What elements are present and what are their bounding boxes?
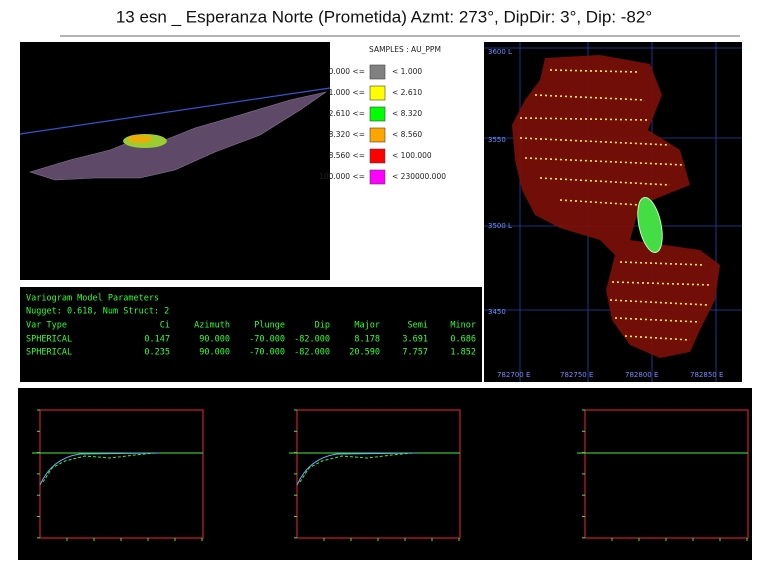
model-curve [296,452,418,486]
table-cell: 7.757 [402,348,428,358]
legend-swatch [369,169,386,185]
parameter-table: Variogram Model Parameters Nugget: 0.618… [20,287,482,382]
table-cell: 3.691 [402,335,428,345]
table-cell: Minor [450,321,476,331]
northing-label: 3500 L [488,222,512,230]
table-cell: Var Type [26,321,67,331]
table-cell: 20.590 [349,348,380,358]
easting-label: 782800 E [625,371,658,379]
table-cell: Azimuth [194,321,230,331]
search-ellipse [637,197,663,253]
easting-label: 782750 E [560,371,593,379]
legend-lower: 8.560 <= [329,151,365,160]
table-cell: 90.000 [199,348,230,358]
legend-swatch [369,64,386,80]
northing-label: 3600 L [488,48,512,56]
table-cell: SPHERICAL [26,348,72,358]
legend-lower: 0.000 <= [329,67,365,76]
easting-label: 782700 E [497,371,530,379]
table-subtitle: Nugget: 0.618, Num Struct: 2 [26,307,169,317]
section-view [19,42,331,280]
legend-lower: 2.610 <= [329,109,365,118]
variogram-plots [18,388,752,560]
page-title: 13 esn _ Esperanza Norte (Prometida) Azm… [116,7,652,26]
legend-swatch [369,106,386,122]
reference-plane [19,87,331,135]
table-cell: -70.000 [249,348,285,358]
table-cell: 0.686 [450,335,476,345]
table-cell: Dip [315,321,330,331]
table-cell: Plunge [254,321,285,331]
plots-background [18,388,752,560]
legend-upper: < 8.320 [392,109,422,118]
table-cell: Major [354,321,380,331]
legend-lower: 8.320 <= [329,130,365,139]
table-cell: -70.000 [249,335,285,345]
legend-upper: < 230000.000 [392,172,446,181]
northing-label: 3550 [488,136,506,144]
table-cell: -82.000 [294,335,330,345]
legend-upper: < 1.000 [392,67,422,76]
orebody-outline [512,55,720,358]
sample-trace [519,69,713,341]
legend-lower: 100.000 <= [319,172,365,181]
legend-upper: < 100.000 [392,151,432,160]
model-curve [39,452,161,486]
legend-swatch [369,127,386,143]
legend-swatch [369,148,386,164]
table-cell: -82.000 [294,348,330,358]
legend-upper: < 2.610 [392,88,422,97]
legend-upper: < 8.560 [392,130,422,139]
experimental-points [299,452,413,483]
legend-swatch [369,85,386,101]
legend: SAMPLES : AU_PPM 0.000 <= < 1.000 1.000 <=… [319,45,446,185]
table-cell: 0.147 [144,335,170,345]
sample-cluster [128,135,152,143]
northing-label: 3450 [488,308,506,316]
table-title: Variogram Model Parameters [26,294,159,304]
table-cell: 0.235 [144,348,170,358]
table-cell: 1.852 [450,348,476,358]
table-cell: 8.178 [354,335,380,345]
plan-view: 3600 L 3550 3500 L 3450 782700 E 782750 E 7828… [484,42,742,382]
table-cell: Semi [408,321,428,331]
table-cell: SPHERICAL [26,335,72,345]
experimental-points [42,452,156,483]
table-cell: Ci [160,321,170,331]
legend-title: SAMPLES : AU_PPM [369,45,441,54]
legend-lower: 1.000 <= [329,88,365,97]
table-background [20,287,482,382]
table-cell: 90.000 [199,335,230,345]
easting-label: 782850 E [690,371,723,379]
sample-traces [519,69,713,341]
